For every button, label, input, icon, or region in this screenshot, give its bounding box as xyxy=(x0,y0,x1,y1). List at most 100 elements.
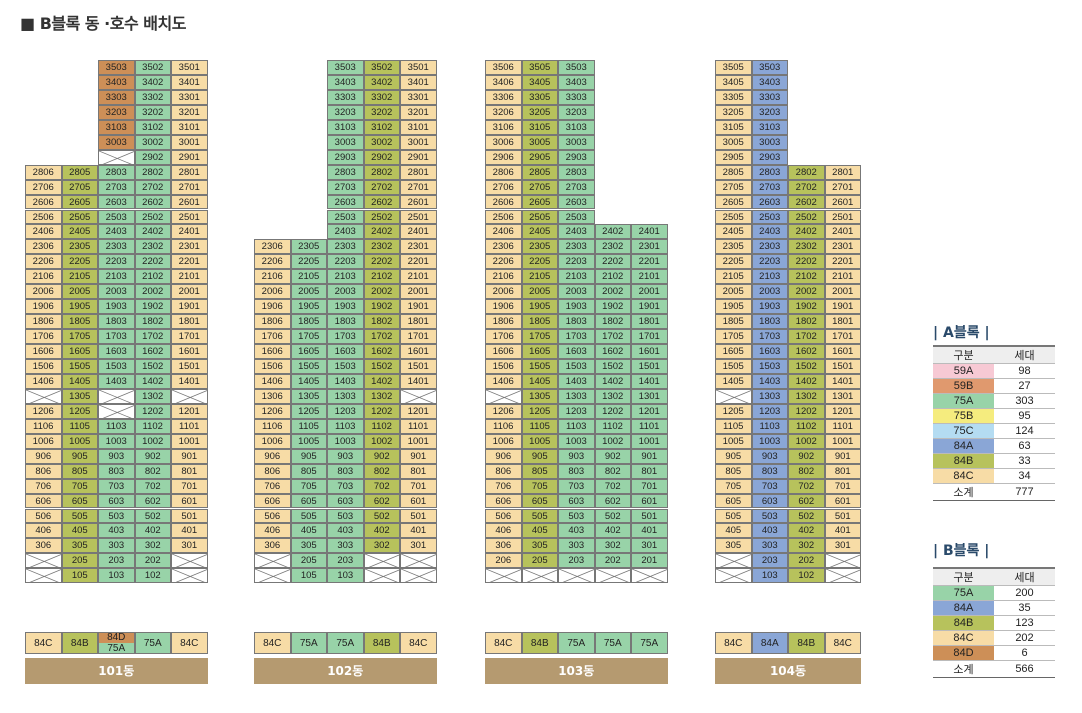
legend-row: 84B 123 xyxy=(933,615,1055,631)
unit-cell: 1902 xyxy=(788,299,825,315)
legend-row: 84C 34 xyxy=(933,468,1055,484)
unit-cell: 2603 xyxy=(327,194,364,210)
unit-cell: 1506 xyxy=(485,359,522,374)
unit-cell: 2802 xyxy=(363,164,400,180)
empty-unit-cell xyxy=(400,568,437,584)
unit-cell: 3103 xyxy=(98,119,135,135)
unit-cell: 1903 xyxy=(751,299,788,315)
unit-cell: 601 xyxy=(400,493,437,509)
unit-cell: 2402 xyxy=(134,224,171,240)
unit-cell: 1403 xyxy=(327,373,364,389)
unit-cell: 1906 xyxy=(25,299,62,315)
unit-cell: 1705 xyxy=(715,329,752,345)
unit-cell: 1606 xyxy=(25,344,62,359)
unit-cell: 1702 xyxy=(594,329,631,345)
unit-cell: 2002 xyxy=(594,284,631,300)
empty-unit-cell xyxy=(171,568,208,584)
unit-cell: 1005 xyxy=(61,433,98,449)
line-type-box: 84C xyxy=(715,632,752,654)
unit-cell: 1503 xyxy=(558,359,595,374)
unit-cell: 903 xyxy=(327,448,364,464)
unit-cell: 2106 xyxy=(485,269,522,285)
unit-cell: 2306 xyxy=(254,239,291,255)
unit-cell: 3306 xyxy=(485,89,522,105)
empty-unit-cell xyxy=(558,568,595,584)
unit-cell: 2905 xyxy=(715,149,752,165)
unit-cell: 2205 xyxy=(61,254,98,270)
unit-cell: 2502 xyxy=(788,209,825,225)
unit-cell: 2201 xyxy=(824,254,861,270)
unit-cell: 3506 xyxy=(485,60,522,75)
unit-cell: 2002 xyxy=(134,284,171,300)
unit-cell: 2401 xyxy=(171,224,208,240)
unit-cell: 502 xyxy=(134,508,171,524)
unit-cell: 803 xyxy=(98,463,135,479)
unit-cell: 2506 xyxy=(485,209,522,225)
unit-cell: 903 xyxy=(558,448,595,464)
unit-cell: 3303 xyxy=(98,89,135,105)
unit-cell: 3403 xyxy=(98,74,135,90)
legend-count: 98 xyxy=(994,363,1055,379)
unit-cell: 3003 xyxy=(327,134,364,150)
unit-cell: 505 xyxy=(61,508,98,524)
unit-cell: 2405 xyxy=(715,224,752,240)
empty-unit-cell xyxy=(25,568,62,584)
unit-cell: 2301 xyxy=(631,239,668,255)
unit-cell: 902 xyxy=(134,448,171,464)
building-label: 102동 xyxy=(254,658,437,684)
unit-cell: 2005 xyxy=(521,284,558,300)
legend-row: 84D 6 xyxy=(933,645,1055,661)
legend-row: 75A 303 xyxy=(933,393,1055,409)
unit-cell: 1401 xyxy=(824,373,861,389)
legend-count: 124 xyxy=(994,423,1055,439)
unit-cell: 1101 xyxy=(400,418,437,434)
unit-cell: 2702 xyxy=(788,179,825,195)
unit-cell: 1801 xyxy=(824,314,861,330)
unit-cell: 2603 xyxy=(751,194,788,210)
unit-cell: 1901 xyxy=(631,299,668,315)
unit-cell: 305 xyxy=(715,538,752,554)
unit-cell: 3103 xyxy=(751,119,788,135)
unit-cell: 1506 xyxy=(25,359,62,374)
legend-head-count: 세대 xyxy=(994,345,1055,364)
unit-cell: 2206 xyxy=(254,254,291,270)
unit-cell: 703 xyxy=(98,478,135,494)
unit-cell: 2801 xyxy=(824,164,861,180)
unit-cell: 901 xyxy=(824,448,861,464)
unit-cell: 1902 xyxy=(594,299,631,315)
legend-sum-label: 소계 xyxy=(933,660,994,678)
unit-cell: 1203 xyxy=(327,403,364,419)
unit-cell: 1103 xyxy=(327,418,364,434)
unit-cell: 1401 xyxy=(400,373,437,389)
unit-cell: 3402 xyxy=(363,74,400,90)
line-type-box: 84C xyxy=(25,632,62,654)
unit-cell: 1002 xyxy=(594,433,631,449)
unit-cell: 3301 xyxy=(171,89,208,105)
unit-cell: 2002 xyxy=(363,284,400,300)
unit-cell: 1101 xyxy=(631,418,668,434)
empty-unit-cell xyxy=(363,553,400,569)
unit-cell: 3305 xyxy=(521,89,558,105)
unit-cell: 1105 xyxy=(290,418,327,434)
legend-table: 구분 세대 59A 98 59B 27 75A 303 75B 95 75C 124 84A 63 84B 3… xyxy=(933,345,1055,501)
unit-cell: 905 xyxy=(290,448,327,464)
unit-cell: 1705 xyxy=(290,329,327,345)
unit-cell: 1901 xyxy=(824,299,861,315)
empty-unit-cell xyxy=(485,388,522,404)
unit-cell: 601 xyxy=(824,493,861,509)
unit-cell: 2502 xyxy=(363,209,400,225)
unit-cell: 2901 xyxy=(400,149,437,165)
unit-cell: 403 xyxy=(327,523,364,539)
unit-cell: 2501 xyxy=(824,209,861,225)
unit-cell: 2305 xyxy=(61,239,98,255)
unit-cell: 1702 xyxy=(363,329,400,345)
unit-cell: 2203 xyxy=(558,254,595,270)
unit-cell: 1903 xyxy=(98,299,135,315)
unit-cell: 2706 xyxy=(25,179,62,195)
legend-count: 95 xyxy=(994,408,1055,424)
unit-cell: 2906 xyxy=(485,149,522,165)
unit-cell: 1603 xyxy=(98,344,135,359)
unit-cell: 302 xyxy=(788,538,825,554)
unit-cell: 1305 xyxy=(290,388,327,404)
unit-cell: 1505 xyxy=(521,359,558,374)
